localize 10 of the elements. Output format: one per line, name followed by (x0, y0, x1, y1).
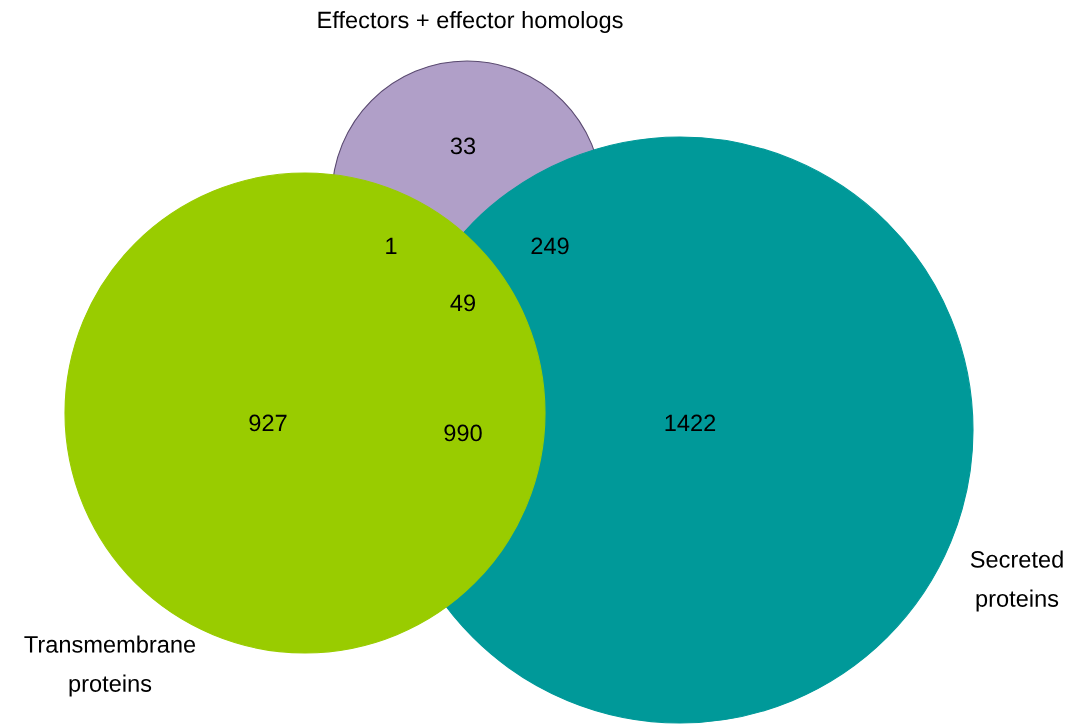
text: Transmembrane proteins (24, 635, 196, 697)
data-label: 1422 (665, 414, 716, 432)
data-label: 33 (450, 137, 476, 155)
text: Effectors + effector homologs (318, 11, 623, 33)
data-label: 49 (450, 294, 476, 312)
data-label: 249 (531, 237, 569, 255)
data-label: 927 (249, 414, 287, 432)
text: Secreted proteins (970, 550, 1063, 612)
data-label: 1 (386, 237, 397, 255)
data-label: 990 (444, 424, 482, 442)
